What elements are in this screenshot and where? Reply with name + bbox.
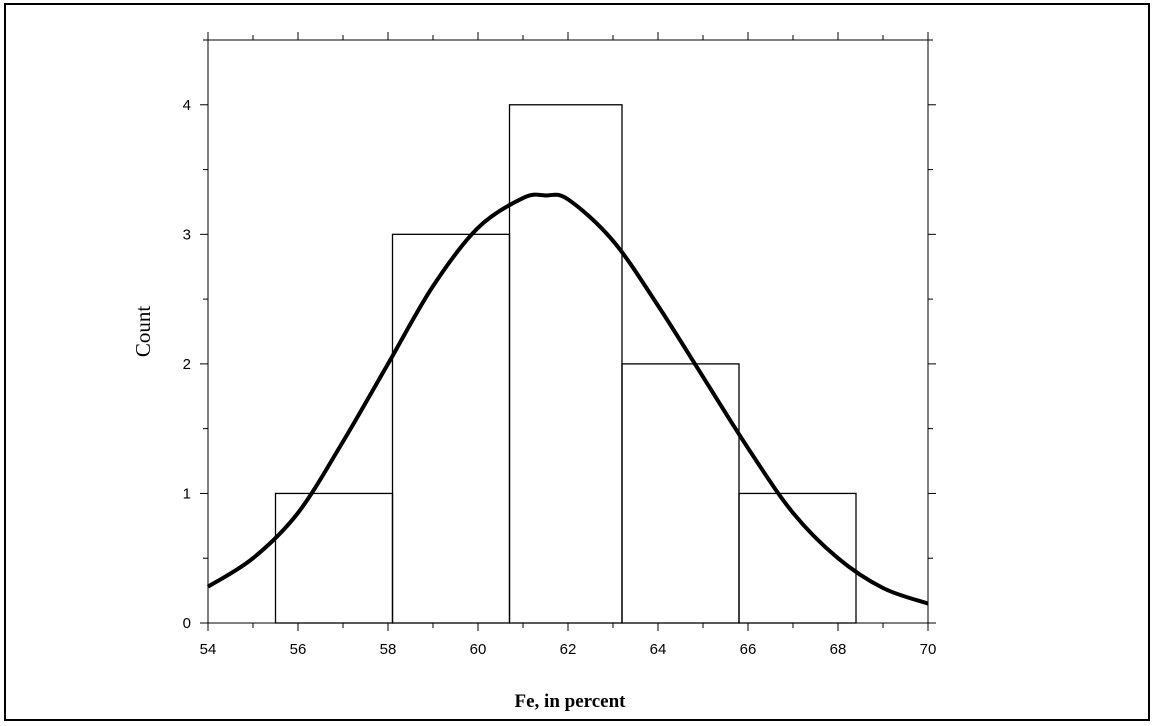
x-tick-label: 60 <box>470 641 487 658</box>
histogram-bar <box>738 492 857 624</box>
x-tick-label: 66 <box>740 641 757 658</box>
x-tick-labels: 54 56 58 60 62 64 66 68 70 <box>200 641 937 658</box>
plot-area <box>207 39 929 624</box>
x-tick-label: 62 <box>560 641 577 658</box>
y-axis-title: Count <box>131 306 155 358</box>
x-tick-label: 68 <box>830 641 847 658</box>
x-tick-label: 56 <box>290 641 307 658</box>
y-tick-label: 1 <box>183 485 191 502</box>
y-tick-label: 0 <box>183 615 191 632</box>
y-tick-label: 3 <box>183 226 191 243</box>
x-tick-label: 64 <box>650 641 667 658</box>
axis-ticks <box>200 32 936 631</box>
x-tick-label: 70 <box>920 641 937 658</box>
histogram-bar <box>274 492 394 624</box>
y-tick-label: 2 <box>183 356 191 373</box>
histogram-bar <box>391 233 511 624</box>
histogram-bars <box>274 104 857 624</box>
x-tick-label: 54 <box>200 641 217 658</box>
normal-curve <box>206 192 929 606</box>
histogram-bar <box>508 104 623 624</box>
y-tick-labels: 0 1 2 3 4 <box>183 97 191 632</box>
x-tick-label: 58 <box>380 641 397 658</box>
y-tick-label: 4 <box>183 97 191 114</box>
x-axis-title: Fe, in percent <box>515 691 627 712</box>
